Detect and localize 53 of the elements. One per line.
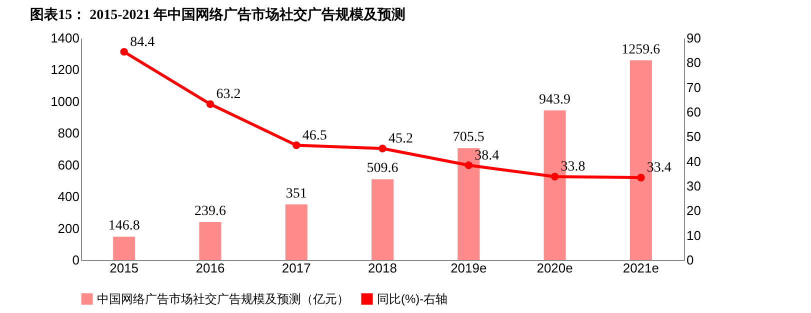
- data-label: 33.8: [560, 160, 586, 175]
- point: [120, 48, 128, 56]
- bar: [372, 179, 394, 260]
- bar: [113, 236, 136, 260]
- y2-tick-label: 20: [686, 203, 701, 218]
- y-tick-label: 1400: [50, 30, 80, 46]
- x-tick-label: 2021e: [622, 260, 660, 276]
- y2-tick-label: 90: [686, 30, 701, 46]
- data-label: 63.2: [216, 87, 241, 102]
- y2-tick-label: 80: [686, 55, 701, 70]
- data-label: 45.2: [388, 132, 413, 147]
- data-label: 146.8: [108, 218, 140, 234]
- x-tick-label: 2016: [196, 260, 225, 276]
- x-tick-label: 2020e: [536, 260, 573, 276]
- point: [206, 100, 214, 108]
- y2-tick-label: 70: [686, 80, 701, 95]
- data-label: 509.6: [366, 161, 398, 176]
- data-label: 33.4: [646, 160, 672, 176]
- point: [378, 144, 386, 152]
- data-label: 84.4: [130, 34, 155, 50]
- y-tick-label: 400: [58, 189, 80, 204]
- point: [550, 172, 559, 180]
- y-tick-label: 600: [58, 157, 80, 172]
- x-tick-label: 2015: [110, 260, 139, 276]
- y2-tick-label: 40: [686, 154, 701, 169]
- data-label: 46.5: [302, 128, 327, 144]
- y2-tick-label: 10: [686, 228, 701, 243]
- y2-tick-label: 0: [686, 252, 694, 268]
- data-label: 38.4: [474, 148, 500, 164]
- x-tick-label: 2017: [282, 260, 311, 276]
- y-tick-label: 800: [58, 126, 80, 141]
- data-label: 239.6: [194, 204, 226, 220]
- bar: [199, 222, 222, 260]
- bar: [285, 204, 308, 260]
- point: [637, 174, 645, 182]
- x-tick-label: 2018: [368, 260, 397, 276]
- point: [464, 161, 473, 170]
- data-label: 705.5: [452, 130, 484, 146]
- chart-title: 图表15： 2015-2021 年中国网络广告市场社交广告规模及预测: [30, 6, 406, 23]
- data-label: 1259.6: [622, 42, 660, 58]
- y-tick-label: 1200: [50, 62, 80, 78]
- data-label: 351: [286, 186, 307, 202]
- y2-tick-label: 50: [686, 129, 701, 144]
- y-tick-label: 200: [58, 220, 80, 236]
- legend-label: 同比(%)-右轴: [377, 292, 448, 306]
- y2-tick-label: 30: [686, 178, 701, 194]
- point: [292, 141, 300, 150]
- x-tick-label: 2019e: [450, 260, 487, 276]
- legend-label: 中国网络广告市场社交广告规模及预测（亿元）: [97, 292, 349, 306]
- y-tick-label: 1000: [50, 94, 80, 109]
- data-label: 943.9: [539, 92, 571, 108]
- y-tick-label: 0: [72, 252, 80, 268]
- y2-tick-label: 60: [686, 104, 701, 120]
